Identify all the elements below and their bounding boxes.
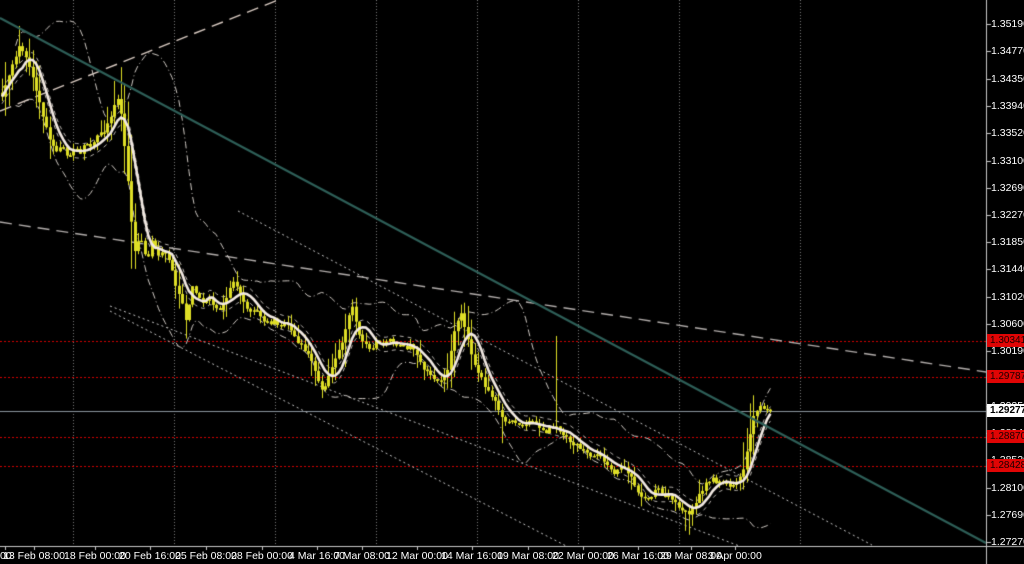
time-axis-label: 7 Mar 08:00: [333, 550, 391, 562]
price-axis-label: 1.34350: [991, 73, 1024, 85]
red-price-level-marker[interactable]: 1.29787: [987, 370, 1024, 383]
time-axis-label: 25 Feb 08:00: [175, 550, 237, 562]
current-price-marker: 1.29277: [987, 404, 1024, 417]
time-axis-label: 14 Mar 16:00: [441, 550, 503, 562]
time-axis-label: 13 Feb 08:00: [3, 550, 65, 562]
price-axis-label: 1.33940: [991, 100, 1024, 112]
time-axis-label: 00: [0, 550, 12, 562]
time-axis-label: 20 Feb 16:00: [119, 550, 181, 562]
price-axis-label: 1.33100: [991, 155, 1024, 167]
price-axis-label: 1.33520: [991, 127, 1024, 139]
price-axis-label: 1.31440: [991, 263, 1024, 275]
time-axis-label: 22 Mar 00:00: [552, 550, 614, 562]
time-axis-label: 29 Mar 08:00: [660, 550, 722, 562]
price-axis-label: 1.31850: [991, 236, 1024, 248]
price-axis-label: 1.32690: [991, 182, 1024, 194]
time-axis-label: 26 Mar 16:00: [607, 550, 669, 562]
red-price-level-marker[interactable]: 1.28870: [987, 430, 1024, 443]
price-axis-label: 1.34770: [991, 45, 1024, 57]
price-axis-label: 1.27690: [991, 509, 1024, 521]
price-axis-label: 1.31020: [991, 291, 1024, 303]
price-axis-label: 1.35190: [991, 18, 1024, 30]
red-price-level-marker[interactable]: 1.30341: [987, 334, 1024, 347]
price-axis-label: 1.32270: [991, 209, 1024, 221]
price-axis-label: 1.28100: [991, 482, 1024, 494]
price-axis-label: 1.30600: [991, 318, 1024, 330]
price-axis-label: 1.30190: [991, 345, 1024, 357]
time-axis-label: 12 Mar 00:00: [386, 550, 448, 562]
time-axis-label: 3 Apr 00:00: [708, 550, 762, 562]
time-axis-label: 19 Mar 08:00: [497, 550, 559, 562]
time-axis-label: 18 Feb 00:00: [64, 550, 126, 562]
red-price-level-marker[interactable]: 1.28428: [987, 459, 1024, 472]
time-axis-label: 28 Feb 00:00: [231, 550, 293, 562]
time-axis-label: 4 Mar 16:00: [288, 550, 346, 562]
